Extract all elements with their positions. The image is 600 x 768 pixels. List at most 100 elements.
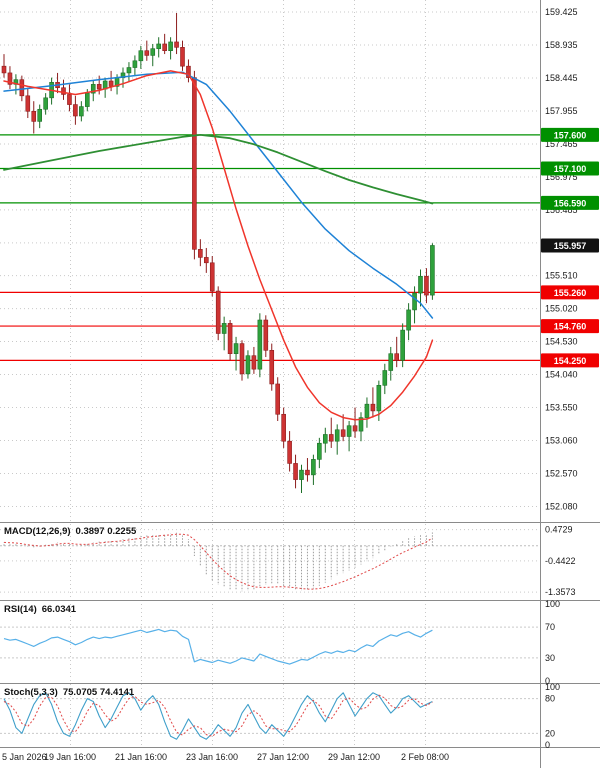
price-level-badge-label: 154.250 xyxy=(554,356,587,366)
candle-up xyxy=(257,319,263,370)
ma-red-line xyxy=(3,70,434,421)
candle-up xyxy=(132,60,138,68)
stoch-indicator-label: Stoch(5,3,3) 75.0705 74.4141 xyxy=(4,687,135,698)
candle-up xyxy=(311,459,316,476)
price-tick-label: 156.485 xyxy=(545,205,578,215)
candle-down xyxy=(370,403,376,412)
candle-down xyxy=(198,249,203,258)
stoch-d-line xyxy=(3,694,433,737)
macd-tick-label: -1.3573 xyxy=(545,587,576,597)
price-level-badge xyxy=(541,195,599,210)
price-level-badge-label: 155.260 xyxy=(554,288,587,298)
candle-up xyxy=(322,434,328,444)
candle-up xyxy=(334,429,340,442)
price-tick-label: 159.425 xyxy=(545,7,578,17)
candle-down xyxy=(73,104,78,117)
stoch-tick-label: 0 xyxy=(545,740,550,750)
price-level-badge-label: 157.600 xyxy=(554,130,587,140)
price-tick-label: 154.040 xyxy=(545,370,578,380)
price-tick-label: 153.060 xyxy=(545,436,578,446)
candle-down xyxy=(61,87,66,95)
candle-up xyxy=(364,403,370,418)
price-level-badge xyxy=(541,319,599,334)
current-price-badge xyxy=(541,238,599,253)
candle-up xyxy=(168,41,173,51)
time-axis-label: 27 Jan 12:00 xyxy=(257,752,309,762)
macd-tick-label: 0.4729 xyxy=(545,525,573,535)
candle-down xyxy=(394,353,400,361)
candle-up xyxy=(400,329,405,361)
price-level-badge-label: 157.100 xyxy=(554,164,587,174)
candle-up xyxy=(418,275,423,294)
price-level-badge xyxy=(541,285,599,300)
candle-down xyxy=(19,79,25,97)
candle-down xyxy=(31,110,37,122)
price-tick-label: 158.935 xyxy=(545,40,578,50)
ma-green-line xyxy=(3,134,434,205)
stoch-tick-label: 20 xyxy=(545,728,555,738)
ma-blue-line xyxy=(3,71,434,319)
candle-up xyxy=(358,417,364,432)
candle-down xyxy=(424,275,429,296)
candle-down xyxy=(281,413,286,442)
candle-down xyxy=(108,80,114,87)
candle-down xyxy=(293,463,298,480)
candle-down xyxy=(251,355,257,370)
price-tick-label: 152.080 xyxy=(545,502,578,512)
candle-down xyxy=(305,469,310,476)
rsi-tick-label: 100 xyxy=(545,599,560,609)
macd-indicator-label: MACD(12,26,9) 0.3897 0.2255 xyxy=(4,526,137,537)
candle-up xyxy=(245,355,251,375)
candle-down xyxy=(144,50,150,56)
candle-down xyxy=(96,84,102,90)
candle-down xyxy=(186,65,191,78)
rsi-line xyxy=(3,628,433,665)
time-axis-label: 29 Jan 12:00 xyxy=(328,752,380,762)
stoch-k-line xyxy=(3,692,433,740)
rsi-tick-label: 0 xyxy=(545,676,550,686)
candle-down xyxy=(227,323,233,354)
candle-up xyxy=(126,67,132,74)
time-axis-label: 5 Jan 2026 xyxy=(2,752,47,762)
price-level-badge-label: 154.760 xyxy=(554,322,587,332)
candle-up xyxy=(317,442,322,460)
candle-up xyxy=(138,50,144,62)
candle-down xyxy=(25,95,31,112)
candle-down xyxy=(192,77,197,250)
candle-down xyxy=(287,440,292,464)
candle-up xyxy=(376,385,382,412)
candle-down xyxy=(340,429,346,437)
candle-up xyxy=(90,84,96,94)
candle-up xyxy=(156,43,161,49)
candle-up xyxy=(79,106,84,117)
current-price-badge-label: 155.957 xyxy=(554,241,587,251)
stoch-tick-label: 100 xyxy=(545,682,560,692)
price-level-badge xyxy=(541,161,599,176)
price-level-badge xyxy=(541,127,599,142)
candle-down xyxy=(7,72,13,85)
candle-up xyxy=(37,108,43,122)
rsi-tick-label: 70 xyxy=(545,622,555,632)
candle-up xyxy=(299,469,304,480)
time-axis-label: 23 Jan 16:00 xyxy=(186,752,238,762)
price-tick-label: 155.510 xyxy=(545,271,578,281)
macd-signal-line xyxy=(3,533,433,590)
candle-down xyxy=(162,43,167,51)
candle-up xyxy=(346,425,352,437)
price-tick-label: 156.975 xyxy=(545,172,578,182)
candle-down xyxy=(352,425,358,432)
candle-up xyxy=(85,92,90,107)
price-tick-label: 157.465 xyxy=(545,139,578,149)
candle-down xyxy=(269,350,275,385)
candle-down xyxy=(263,319,269,351)
time-axis-label: 19 Jan 16:00 xyxy=(44,752,96,762)
candle-down xyxy=(215,290,221,334)
time-axis-label: 21 Jan 16:00 xyxy=(115,752,167,762)
candle-up xyxy=(150,48,156,56)
macd-tick-label: -0.4422 xyxy=(545,556,576,566)
candle-up xyxy=(233,343,239,354)
candle-up xyxy=(412,292,417,311)
stoch-tick-label: 80 xyxy=(545,694,555,704)
